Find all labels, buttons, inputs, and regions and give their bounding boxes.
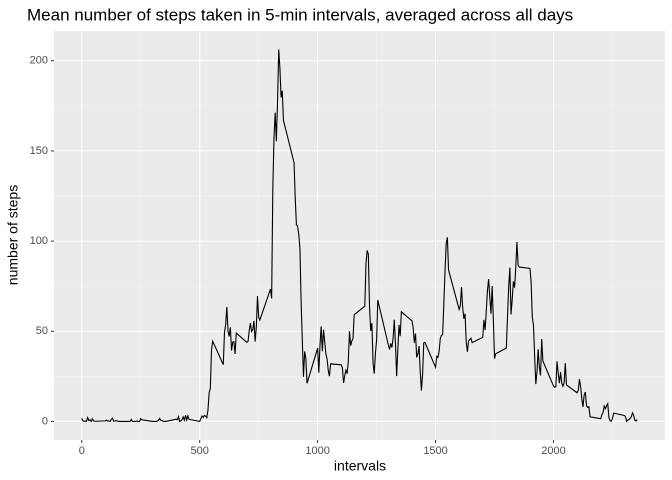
y-tick-label: 150 xyxy=(30,145,48,157)
x-tick-label: 1000 xyxy=(305,445,329,457)
chart-title: Mean number of steps taken in 5-min inte… xyxy=(27,5,573,24)
y-tick-label: 100 xyxy=(30,235,48,247)
line xyxy=(81,49,638,423)
x-tick-label: 0 xyxy=(79,445,85,457)
x-tick-label: 2000 xyxy=(541,445,565,457)
y-tick-label: 200 xyxy=(30,55,48,67)
y-tick-label: 50 xyxy=(36,325,48,337)
y-axis-label: number of steps xyxy=(5,185,21,285)
x-tick-label: 1500 xyxy=(423,445,447,457)
y-tick-label: 0 xyxy=(42,415,48,427)
x-axis-label: intervals xyxy=(334,458,386,474)
x-tick-label: 500 xyxy=(191,445,209,457)
panel xyxy=(54,31,665,440)
